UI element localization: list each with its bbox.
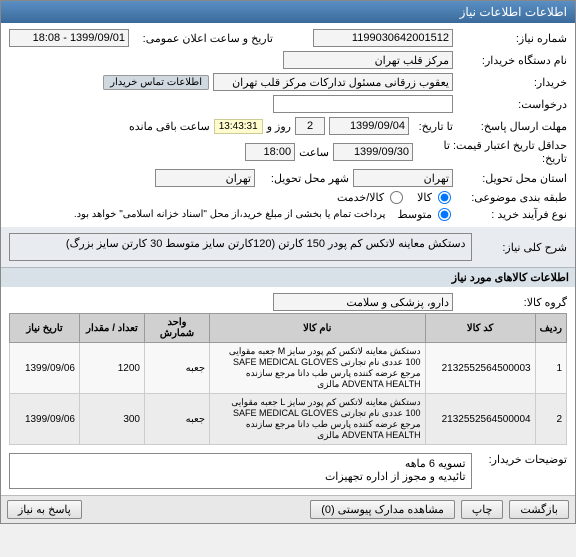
- cat-goods-radio[interactable]: [438, 191, 451, 204]
- cell-date: 1399/09/06: [10, 394, 80, 445]
- countdown-timer: 13:43:31: [214, 119, 263, 134]
- cat-goods-label: کالا: [417, 191, 432, 204]
- group-field: [273, 293, 453, 311]
- th-date: تاریخ نیاز: [10, 314, 80, 343]
- buyer-person-label: خریدار:: [457, 76, 567, 89]
- pub-date-label: تاریخ و ساعت اعلان عمومی:: [133, 32, 273, 45]
- contact-badge[interactable]: اطلاعات تماس خریدار: [103, 75, 209, 90]
- th-name: نام کالا: [210, 314, 426, 343]
- cell-unit: جعبه: [145, 343, 210, 394]
- deliver-city-label: شهر محل تحویل:: [259, 172, 349, 185]
- deliver-state-field: [353, 169, 453, 187]
- price-valid-time: [245, 143, 295, 161]
- group-label: گروه کالا:: [457, 296, 567, 309]
- need-no-field: [313, 29, 453, 47]
- proc-label: نوع فرآیند خرید :: [457, 208, 567, 221]
- goods-header: اطلاعات کالاهای مورد نیاز: [1, 267, 575, 287]
- proc-mid-radio[interactable]: [438, 208, 451, 221]
- buyer-org-label: نام دستگاه خریدار:: [457, 54, 567, 67]
- to-date-label: تا تاریخ:: [413, 120, 453, 133]
- th-code: کد کالا: [425, 314, 535, 343]
- need-info-window: اطلاعات اطلاعات نیاز شماره نیاز: تاریخ و…: [0, 0, 576, 524]
- cell-n: 1: [535, 343, 566, 394]
- days-field: [295, 117, 325, 135]
- header-section: شماره نیاز: تاریخ و ساعت اعلان عمومی: نا…: [1, 23, 575, 227]
- desc-label: شرح کلی نیاز:: [476, 241, 567, 254]
- back-button[interactable]: بازگشت: [509, 500, 569, 519]
- th-row: ردیف: [535, 314, 566, 343]
- cell-qty: 1200: [80, 343, 145, 394]
- request-field[interactable]: [273, 95, 453, 113]
- desc-text: دستکش معاینه لاتکس کم پودر 150 کارتن (12…: [9, 233, 472, 261]
- cell-name: دستکش معاینه لاتکس کم پودر سایز M جعبه م…: [210, 343, 426, 394]
- cat-service-radio[interactable]: [390, 191, 403, 204]
- window-title: اطلاعات اطلاعات نیاز: [1, 1, 575, 23]
- pub-date-field: [9, 29, 129, 47]
- print-button[interactable]: چاپ: [461, 500, 504, 519]
- desc-section: شرح کلی نیاز: دستکش معاینه لاتکس کم پودر…: [1, 227, 575, 267]
- buyer-org-field: [283, 51, 453, 69]
- cell-unit: جعبه: [145, 394, 210, 445]
- to-date-field: [329, 117, 409, 135]
- price-valid-date: [333, 143, 413, 161]
- cell-n: 2: [535, 394, 566, 445]
- category-label: طبقه بندی موضوعی:: [457, 191, 567, 204]
- table-row[interactable]: 12132552564500003دستکش معاینه لاتکس کم پ…: [10, 343, 567, 394]
- price-valid-label: حداقل تاریخ اعتبار قیمت: تا تاریخ:: [417, 139, 567, 165]
- deliver-state-label: استان محل تحویل:: [457, 172, 567, 185]
- time-label: ساعت: [299, 146, 329, 159]
- cell-name: دستکش معاینه لاتکس کم پودر سایز L جعبه م…: [210, 394, 426, 445]
- proc-mid-label: متوسط: [397, 208, 432, 221]
- cell-code: 2132552564500003: [425, 343, 535, 394]
- th-qty: تعداد / مقدار: [80, 314, 145, 343]
- attachments-button[interactable]: مشاهده مدارک پیوستی (0): [310, 500, 455, 519]
- cell-code: 2132552564500004: [425, 394, 535, 445]
- table-row[interactable]: 22132552564500004دستکش معاینه لاتکس کم پ…: [10, 394, 567, 445]
- timer-label: ساعت باقی مانده: [129, 120, 210, 133]
- cell-qty: 300: [80, 394, 145, 445]
- proc-note: پرداخت تمام یا بخشی از مبلغ خرید،از محل …: [74, 209, 386, 220]
- goods-table: ردیف کد کالا نام کالا واحد شمارش تعداد /…: [9, 313, 567, 445]
- request-label: درخواست:: [457, 98, 567, 111]
- cat-service-label: کالا/خدمت: [337, 191, 384, 204]
- days-label: روز و: [267, 120, 291, 133]
- buyer-person-field: [213, 73, 453, 91]
- buyer-note-text: تسویه 6 ماهه تائیدیه و مجوز از اداره تجه…: [9, 453, 472, 489]
- need-no-label: شماره نیاز:: [457, 32, 567, 45]
- button-bar: بازگشت چاپ مشاهده مدارک پیوستی (0) پاسخ …: [1, 495, 575, 523]
- deliver-city-field: [155, 169, 255, 187]
- reply-button[interactable]: پاسخ به نیاز: [7, 500, 82, 519]
- cell-date: 1399/09/06: [10, 343, 80, 394]
- th-unit: واحد شمارش: [145, 314, 210, 343]
- goods-section: گروه کالا: ردیف کد کالا نام کالا واحد شم…: [1, 287, 575, 495]
- deadline-label: مهلت ارسال پاسخ:: [457, 120, 567, 133]
- buyer-note-label: توضیحات خریدار:: [476, 453, 567, 466]
